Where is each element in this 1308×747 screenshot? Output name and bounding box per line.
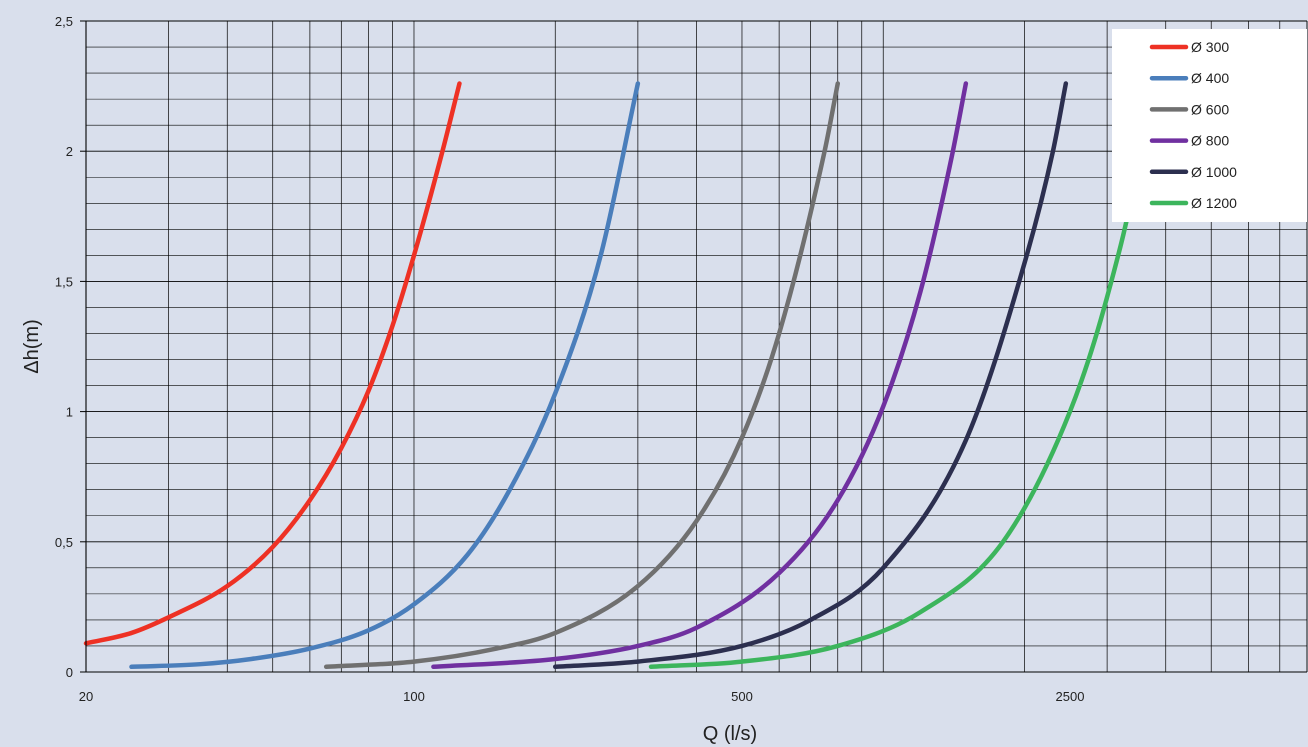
y-tick-label: 1 (66, 405, 73, 420)
legend-label: Ø 1200 (1191, 195, 1237, 211)
y-tick-label: 2,5 (55, 14, 73, 29)
x-tick-label: 100 (403, 689, 425, 704)
grid (86, 20, 1308, 672)
series-line-3 (323, 81, 841, 670)
axes: 0 0,5 1 1,5 2 2,5 20 100 500 2500 Q (l/s) Δh(m) (21, 14, 1307, 745)
series-line-6 (648, 81, 1153, 670)
y-tick-label: 1,5 (55, 274, 73, 289)
legend[interactable]: Ø 300 Ø 400 Ø 600 Ø 800 Ø 1000 Ø 1200 (1112, 29, 1307, 222)
y-axis-title: Δh(m) (21, 319, 43, 373)
x-axis-title: Q (l/s) (703, 723, 757, 745)
legend-label: Ø 1000 (1191, 164, 1237, 180)
x-tick-label: 2500 (1056, 689, 1085, 704)
x-tick-label: 20 (79, 689, 93, 704)
legend-label: Ø 600 (1191, 101, 1229, 117)
series-line-1 (83, 81, 462, 646)
series-line-5 (552, 81, 1069, 670)
series-line-2 (129, 81, 641, 670)
x-tick-label: 500 (731, 689, 753, 704)
y-tick-label: 2 (66, 144, 73, 159)
legend-label: Ø 800 (1191, 133, 1229, 149)
legend-label: Ø 400 (1191, 70, 1229, 86)
legend-box (1112, 29, 1307, 222)
series-line-4 (431, 81, 969, 670)
legend-label: Ø 300 (1191, 39, 1229, 55)
y-tick-label: 0,5 (55, 535, 73, 550)
series-layer (83, 81, 1153, 670)
y-tick-label: 0 (66, 665, 73, 680)
